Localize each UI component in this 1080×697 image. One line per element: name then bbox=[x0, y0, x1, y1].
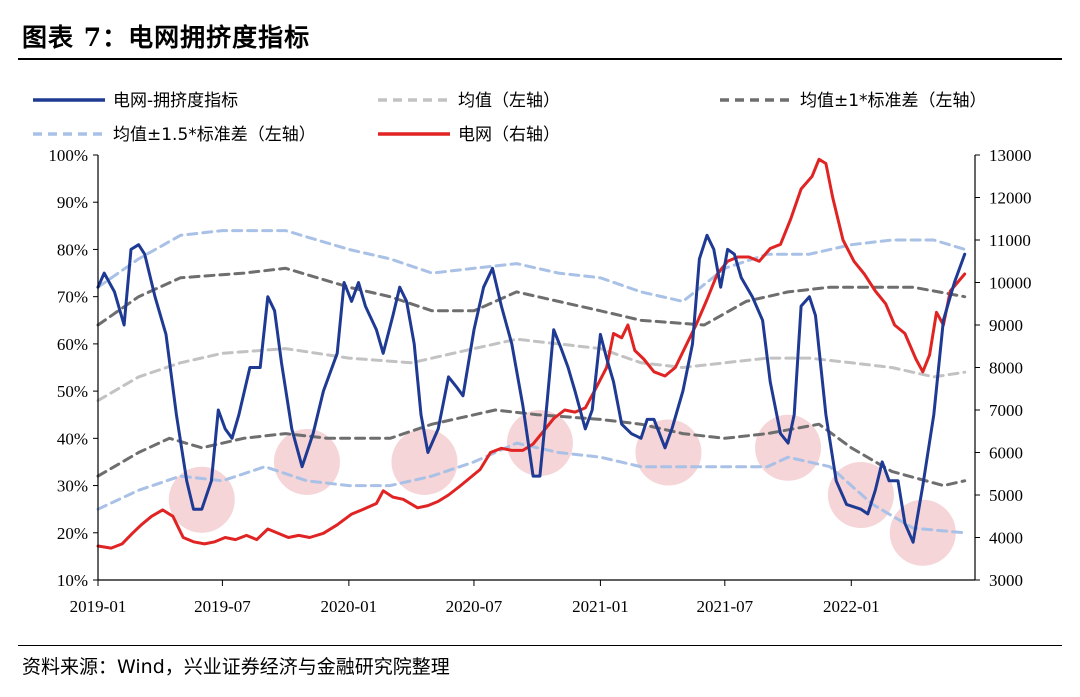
legend-label-0: 电网-拥挤度指标 bbox=[113, 91, 238, 111]
highlight-circle-4 bbox=[635, 419, 702, 486]
y-left-tick-label: 30% bbox=[57, 477, 88, 496]
axes: 100% 90% 80% 70% 60% 50% 40% 30% 20% 10% 13000 1200… bbox=[48, 146, 1031, 616]
x-tick-label: 2020-07 bbox=[446, 597, 503, 616]
legend-label-3: 均值±1.5*标准差（左轴） bbox=[113, 125, 316, 145]
series-lines bbox=[96, 157, 967, 550]
y-right-tick-label: 3000 bbox=[989, 571, 1023, 590]
series-line-6 bbox=[96, 157, 967, 550]
series-line-4 bbox=[96, 441, 967, 535]
y-right-tick-label: 9000 bbox=[989, 316, 1023, 335]
y-left-tick-label: 70% bbox=[57, 288, 88, 307]
legend-label-4: 电网（右轴） bbox=[458, 125, 560, 145]
y-right-tick-label: 5000 bbox=[989, 486, 1023, 505]
y-right-tick-label: 13000 bbox=[989, 146, 1032, 165]
highlight-circle-7 bbox=[889, 499, 956, 566]
x-tick-label: 2019-07 bbox=[194, 597, 251, 616]
y-left-tick-label: 80% bbox=[57, 240, 88, 259]
source-divider bbox=[18, 645, 1062, 646]
series-line-1 bbox=[96, 337, 967, 403]
legend: 电网-拥挤度指标 均值（左轴） 均值±1*标准差（左轴） 均值±1.5*标准差（左轴）… bbox=[33, 91, 987, 145]
highlight-circle-5 bbox=[755, 414, 822, 481]
y-left-tick-label: 10% bbox=[57, 571, 88, 590]
y-left-tick-label: 20% bbox=[57, 524, 88, 543]
y-left-tick-label: 40% bbox=[57, 429, 88, 448]
legend-label-2: 均值±1*标准差（左轴） bbox=[800, 91, 987, 111]
highlight-circle-2 bbox=[391, 428, 458, 495]
y-right-tick-label: 12000 bbox=[989, 189, 1032, 208]
y-left-tick-label: 60% bbox=[57, 335, 88, 354]
x-tick-label: 2022-01 bbox=[823, 597, 880, 616]
x-tick-label: 2021-01 bbox=[572, 597, 629, 616]
y-left-tick-label: 90% bbox=[57, 193, 88, 212]
y-right-tick-label: 7000 bbox=[989, 401, 1023, 420]
title-divider bbox=[18, 58, 1062, 60]
x-tick-label: 2020-01 bbox=[321, 597, 378, 616]
x-tick-label: 2019-01 bbox=[70, 597, 127, 616]
legend-label-1: 均值（左轴） bbox=[458, 91, 560, 111]
highlight-circle-3 bbox=[506, 410, 573, 477]
y-left-tick-label: 50% bbox=[57, 382, 88, 401]
y-right-tick-label: 11000 bbox=[989, 231, 1031, 250]
y-right-tick-label: 8000 bbox=[989, 359, 1023, 378]
source-note: 资料来源：Wind，兴业证券经济与金融研究院整理 bbox=[22, 656, 450, 678]
series-line-0 bbox=[96, 233, 967, 544]
y-right-tick-label: 6000 bbox=[989, 444, 1023, 463]
y-right-tick-label: 4000 bbox=[989, 529, 1023, 548]
x-tick-label: 2021-07 bbox=[696, 597, 753, 616]
page-title: 图表 7：电网拥挤度指标 bbox=[22, 23, 311, 52]
highlight-circle-1 bbox=[273, 428, 340, 495]
highlight-circle-0 bbox=[168, 466, 235, 533]
chart: 电网-拥挤度指标 均值（左轴） 均值±1*标准差（左轴） 均值±1.5*标准差（左轴）… bbox=[33, 91, 1032, 616]
y-left-tick-label: 100% bbox=[48, 146, 88, 165]
series-line-3 bbox=[96, 266, 967, 327]
series-line-5 bbox=[96, 229, 967, 303]
y-right-tick-label: 10000 bbox=[989, 274, 1032, 293]
